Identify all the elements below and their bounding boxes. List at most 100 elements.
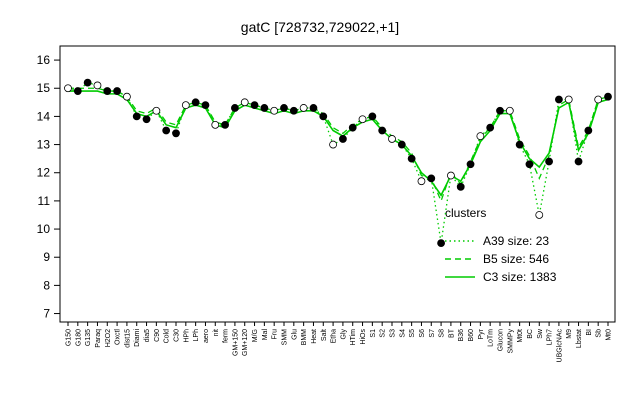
legend-title: clusters bbox=[445, 206, 486, 220]
data-point bbox=[525, 160, 534, 169]
data-point bbox=[201, 101, 210, 110]
x-tick-label: SMMPy bbox=[507, 329, 514, 354]
data-point bbox=[181, 101, 190, 110]
data-point bbox=[142, 115, 151, 124]
data-point bbox=[299, 104, 308, 112]
x-tick-label: Cold bbox=[164, 329, 171, 344]
x-tick-label: Etha bbox=[331, 329, 338, 344]
data-point bbox=[437, 239, 445, 248]
x-tick-label: HPh bbox=[183, 329, 190, 343]
data-point bbox=[289, 106, 298, 115]
data-point bbox=[250, 101, 259, 110]
x-tick-label: Fru bbox=[272, 329, 279, 340]
x-tick-label: HiOs bbox=[360, 329, 367, 345]
data-point bbox=[132, 112, 141, 121]
data-point bbox=[211, 120, 220, 129]
series-line bbox=[68, 87, 609, 203]
series-line bbox=[68, 90, 609, 197]
x-tick-label: S6 bbox=[419, 329, 426, 338]
data-point bbox=[221, 120, 229, 129]
data-point bbox=[319, 112, 328, 121]
x-tick-label: Paraq bbox=[95, 329, 102, 348]
x-tick-label: Lbstat bbox=[576, 329, 583, 348]
data-point bbox=[358, 115, 367, 124]
x-tick-label: Glu bbox=[291, 329, 298, 340]
data-point bbox=[515, 140, 524, 149]
x-tick-label: C90 bbox=[154, 329, 161, 342]
data-point bbox=[231, 104, 239, 112]
x-tick-label: Heat bbox=[311, 329, 318, 344]
x-tick-label: GM+120 bbox=[242, 329, 249, 356]
data-point bbox=[486, 123, 495, 132]
data-point bbox=[93, 81, 102, 90]
x-tick-label: C30 bbox=[174, 329, 181, 342]
y-tick-label: 7 bbox=[43, 307, 50, 321]
x-tick-label: Sw bbox=[537, 328, 544, 339]
y-tick-label: 11 bbox=[38, 194, 51, 208]
data-point bbox=[407, 154, 416, 163]
data-point bbox=[574, 157, 583, 166]
x-tick-label: G135 bbox=[85, 329, 92, 346]
data-point bbox=[456, 182, 465, 191]
x-tick-label: S4 bbox=[399, 329, 406, 338]
x-tick-label: Gly bbox=[340, 329, 347, 340]
data-point bbox=[505, 106, 514, 115]
x-tick-label: Pyr bbox=[478, 328, 485, 339]
data-point bbox=[240, 98, 249, 107]
data-point bbox=[260, 104, 269, 112]
data-point bbox=[73, 87, 82, 95]
data-point bbox=[466, 160, 475, 169]
x-tick-label: Mt0t bbox=[517, 329, 524, 343]
y-tick-label: 9 bbox=[43, 250, 50, 264]
x-tick-label: LoTm bbox=[488, 329, 495, 347]
x-tick-label: dist15 bbox=[124, 329, 131, 348]
data-point bbox=[64, 84, 72, 93]
plot-frame bbox=[59, 45, 616, 323]
y-tick-label: 15 bbox=[37, 81, 51, 95]
chart-title: gatC [728732,729022,+1] bbox=[241, 19, 399, 35]
y-tick-label: 14 bbox=[37, 109, 51, 123]
x-tick-label: ferm bbox=[223, 329, 230, 343]
x-tick-label: G150 bbox=[66, 329, 73, 346]
data-point bbox=[564, 95, 573, 104]
y-tick-label: 8 bbox=[43, 278, 50, 292]
data-point bbox=[152, 106, 161, 115]
data-point bbox=[113, 87, 121, 95]
data-point bbox=[329, 140, 337, 149]
data-point bbox=[555, 95, 563, 104]
x-tick-label: LPh7 bbox=[547, 329, 554, 345]
x-tick-label: dia5 bbox=[144, 329, 151, 342]
data-point bbox=[417, 177, 426, 186]
y-tick-label: 16 bbox=[37, 53, 51, 67]
x-tick-label: BC bbox=[527, 329, 534, 339]
data-point bbox=[427, 174, 436, 183]
data-point bbox=[83, 78, 92, 87]
legend-label: A39 size: 23 bbox=[483, 234, 549, 248]
x-tick-label: BMM bbox=[301, 329, 308, 346]
x-tick-label: Sb bbox=[596, 329, 603, 338]
x-tick-label: Oxctl bbox=[115, 329, 122, 345]
x-tick-label: Mal bbox=[262, 329, 269, 341]
x-tick-label: BT bbox=[448, 328, 455, 338]
y-tick-label: 13 bbox=[37, 138, 51, 152]
x-tick-label: S3 bbox=[390, 329, 397, 338]
data-point bbox=[270, 106, 279, 115]
data-point bbox=[103, 87, 112, 95]
x-tick-label: S1 bbox=[370, 329, 377, 338]
data-point bbox=[309, 104, 318, 112]
data-point bbox=[594, 95, 603, 104]
data-point bbox=[172, 129, 180, 138]
legend-label: C3 size: 1383 bbox=[483, 270, 557, 284]
y-tick-label: 10 bbox=[37, 222, 51, 236]
data-point bbox=[339, 135, 347, 143]
data-point bbox=[348, 123, 357, 132]
data-point bbox=[496, 106, 504, 115]
data-point bbox=[447, 171, 455, 180]
x-tick-label: G180 bbox=[75, 329, 82, 346]
data-point bbox=[123, 92, 131, 101]
x-tick-label: HTim bbox=[350, 329, 357, 346]
data-point bbox=[368, 112, 377, 121]
x-tick-label: UBGlcNAc bbox=[556, 329, 563, 363]
x-tick-label: Mt0 bbox=[606, 329, 613, 341]
